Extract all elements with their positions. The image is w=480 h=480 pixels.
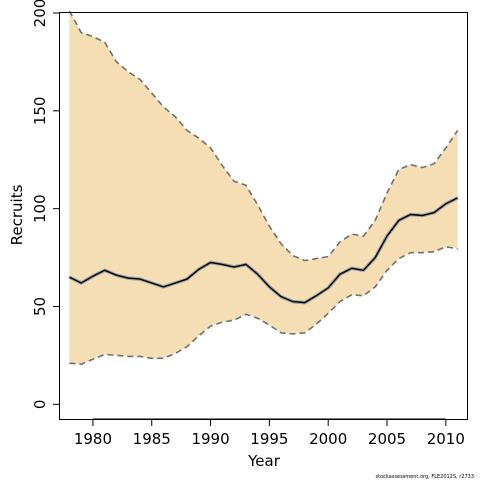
y-tick-label: 0: [31, 400, 49, 410]
confidence-band: [69, 11, 458, 365]
x-axis: 1980 1985 1990 1995 2000 2005 2010: [74, 418, 465, 448]
footnote: stockassessment.org, FLE2012S, r2733: [376, 474, 474, 480]
y-axis-title: Recruits: [8, 184, 26, 245]
y-tick-label: 100: [31, 194, 49, 223]
x-tick-label: 1985: [133, 430, 171, 448]
x-tick-label: 1995: [250, 430, 288, 448]
y-tick-label: 150: [31, 97, 49, 126]
x-tick-label: 2000: [309, 430, 347, 448]
x-tick-label: 2005: [368, 430, 406, 448]
x-axis-title: Year: [247, 452, 281, 470]
estimate-line: [69, 197, 458, 304]
y-tick-label: 50: [31, 297, 49, 316]
x-tick-label: 1980: [74, 430, 112, 448]
lower-interval-line: [69, 245, 458, 366]
upper-interval-line: [68, 10, 459, 262]
x-tick-label: 1990: [191, 430, 229, 448]
x-tick-label: 2010: [427, 430, 465, 448]
y-axis: 0 50 100 150 200: [31, 0, 60, 409]
y-tick-label: 200: [31, 0, 49, 27]
